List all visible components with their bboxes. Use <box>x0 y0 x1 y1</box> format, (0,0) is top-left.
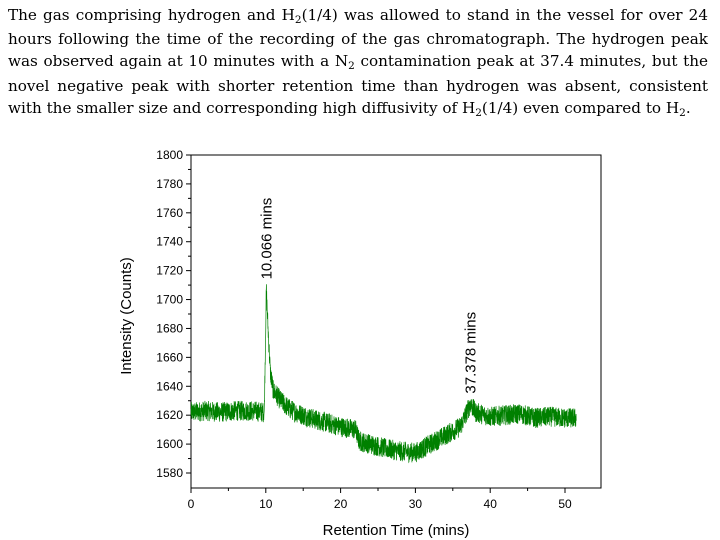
peak-annotation: 10.066 mins <box>258 198 275 280</box>
annotations: 10.066 mins 37.378 mins <box>258 198 479 394</box>
y-tick-label: 1780 <box>156 177 183 191</box>
y-axis-ticks: 1580 1600 1620 1640 1660 1680 1700 1720 1740 1760… <box>156 148 191 480</box>
y-tick-label: 1760 <box>156 206 183 220</box>
x-tick: 20 <box>334 488 348 511</box>
x-tick-label: 10 <box>259 497 273 511</box>
y-tick-label: 1680 <box>156 321 183 335</box>
y-tick-label: 1700 <box>156 293 183 307</box>
x-tick: 50 <box>558 488 572 511</box>
x-tick: 40 <box>484 488 498 511</box>
subscript: 2 <box>475 106 482 119</box>
series-layer <box>190 284 577 464</box>
paragraph-text: The gas comprising hydrogen and H <box>8 6 295 24</box>
y-tick-label: 1640 <box>156 379 183 393</box>
peak-annotation: 37.378 mins <box>463 312 480 394</box>
subscript: 2 <box>294 14 302 26</box>
y-tick: 1680 <box>156 321 191 335</box>
y-tick-label: 1740 <box>156 235 183 249</box>
subscript: 2 <box>348 60 355 73</box>
x-tick: 0 <box>188 488 195 511</box>
y-tick-label: 1620 <box>156 408 183 422</box>
x-tick-label: 30 <box>409 497 423 511</box>
x-tick-label: 20 <box>334 497 348 511</box>
y-tick-label: 1580 <box>156 466 183 480</box>
plot-frame <box>190 154 602 489</box>
paragraph-text: contamination peak at 37.4 minutes, but … <box>8 52 708 117</box>
y-tick: 1580 <box>156 466 191 480</box>
y-tick: 1700 <box>156 293 191 307</box>
y-tick: 1600 <box>156 437 191 451</box>
y-tick-label: 1660 <box>156 350 183 364</box>
x-axis-ticks: 0 10 20 30 40 50 <box>188 488 572 511</box>
paragraph-text: . <box>685 98 691 117</box>
y-axis-title: Intensity (Counts) <box>118 257 135 375</box>
body-paragraph: The gas comprising hydrogen and H2(1/4) … <box>8 4 708 121</box>
subscript: 2 <box>679 106 686 119</box>
y-tick: 1780 <box>156 177 191 191</box>
x-axis-title: Retention Time (mins) <box>323 522 470 539</box>
y-tick: 1720 <box>156 264 191 278</box>
x-tick-label: 40 <box>484 497 498 511</box>
y-tick-label: 1600 <box>156 437 183 451</box>
y-tick: 1660 <box>156 350 191 364</box>
y-tick: 1640 <box>156 379 191 393</box>
y-tick: 1760 <box>156 206 191 220</box>
y-tick: 1740 <box>156 235 191 249</box>
x-tick-label: 0 <box>188 497 195 511</box>
y-tick-label: 1800 <box>156 148 183 162</box>
paragraph-text: (1/4) even compared to H <box>481 98 680 117</box>
y-tick: 1800 <box>156 148 191 162</box>
paragraph-text: (1/4) was allowed to stand in the vessel… <box>8 6 709 71</box>
x-tick-label: 50 <box>558 497 572 511</box>
x-tick: 30 <box>409 488 423 511</box>
y-tick: 1620 <box>156 408 191 422</box>
series-line <box>190 284 577 464</box>
y-tick-label: 1720 <box>156 264 183 278</box>
x-tick: 10 <box>259 488 273 511</box>
